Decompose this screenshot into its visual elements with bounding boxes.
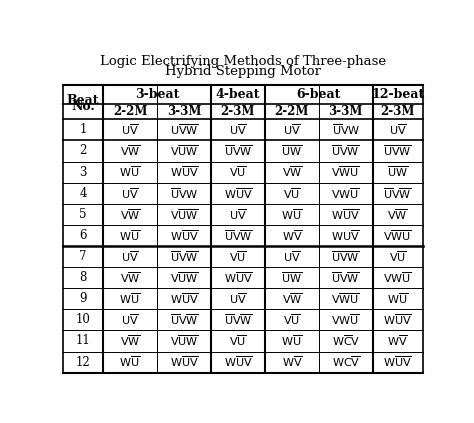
- Text: $\mathrm{U}\overline{\mathrm{V}}$: $\mathrm{U}\overline{\mathrm{V}}$: [229, 207, 247, 222]
- Text: $\mathrm{W}\overline{\mathrm{U}}$: $\mathrm{W}\overline{\mathrm{U}}$: [387, 291, 408, 306]
- Text: $\overline{\mathrm{U}}\mathrm{VW}$: $\overline{\mathrm{U}}\mathrm{VW}$: [170, 186, 198, 201]
- Text: Logic Electrifying Methods of Three-phase: Logic Electrifying Methods of Three-phas…: [100, 55, 386, 68]
- Text: 1: 1: [80, 124, 87, 136]
- Text: 3-beat: 3-beat: [135, 88, 179, 101]
- Text: $\mathrm{V}\overline{\mathrm{UW}}$: $\mathrm{V}\overline{\mathrm{UW}}$: [170, 143, 198, 158]
- Text: $\mathrm{V}\overline{\mathrm{W}}$: $\mathrm{V}\overline{\mathrm{W}}$: [282, 165, 302, 179]
- Text: 2: 2: [80, 145, 87, 157]
- Text: $\mathrm{W}\overline{\mathrm{UV}}$: $\mathrm{W}\overline{\mathrm{UV}}$: [170, 228, 198, 243]
- Text: $\mathrm{W}\overline{\mathrm{U}}$: $\mathrm{W}\overline{\mathrm{U}}$: [281, 334, 302, 348]
- Text: 3-3M: 3-3M: [328, 105, 363, 118]
- Text: $\mathrm{W}\overline{\mathrm{U}}$: $\mathrm{W}\overline{\mathrm{U}}$: [119, 291, 141, 306]
- Text: $\mathrm{U}\overline{\mathrm{V}}$: $\mathrm{U}\overline{\mathrm{V}}$: [229, 291, 247, 306]
- Text: 2-2M: 2-2M: [275, 105, 309, 118]
- Text: $\mathrm{W}\overline{\mathrm{U}}$: $\mathrm{W}\overline{\mathrm{U}}$: [119, 355, 141, 369]
- Text: $\mathrm{V}\overline{\mathrm{W}}$: $\mathrm{V}\overline{\mathrm{W}}$: [120, 207, 140, 222]
- Text: 11: 11: [76, 335, 91, 347]
- Text: $\mathrm{U}\overline{\mathrm{V}}$: $\mathrm{U}\overline{\mathrm{V}}$: [389, 123, 407, 137]
- Text: $\mathrm{V}\overline{\mathrm{W}}$: $\mathrm{V}\overline{\mathrm{W}}$: [282, 291, 302, 306]
- Text: $\mathrm{U}\overline{\mathrm{V}}$: $\mathrm{U}\overline{\mathrm{V}}$: [229, 123, 247, 137]
- Text: 12: 12: [76, 356, 91, 368]
- Text: 7: 7: [79, 250, 87, 263]
- Text: $\overline{\mathrm{U}}\overline{\mathrm{VW}}$: $\overline{\mathrm{U}}\overline{\mathrm{…: [383, 144, 412, 158]
- Text: $\overline{\mathrm{U}}\mathrm{V}\overline{\mathrm{W}}$: $\overline{\mathrm{U}}\mathrm{V}\overlin…: [331, 270, 360, 285]
- Text: $\overline{\mathrm{U}}\overline{\mathrm{VW}}$: $\overline{\mathrm{U}}\overline{\mathrm{…: [331, 249, 360, 264]
- Text: 2-2M: 2-2M: [113, 105, 147, 118]
- Text: $\mathrm{W}\overline{\mathrm{V}}$: $\mathrm{W}\overline{\mathrm{V}}$: [282, 355, 302, 369]
- Text: $\mathrm{WU}\overline{\mathrm{V}}$: $\mathrm{WU}\overline{\mathrm{V}}$: [331, 228, 360, 243]
- Bar: [63, 85, 423, 373]
- Text: $\mathrm{V}\overline{\mathrm{WU}}$: $\mathrm{V}\overline{\mathrm{WU}}$: [331, 291, 360, 306]
- Text: $\mathrm{W}\overline{\mathrm{U}}$: $\mathrm{W}\overline{\mathrm{U}}$: [281, 207, 302, 222]
- Text: $\overline{\mathrm{U}}\mathrm{V}\overline{\mathrm{W}}$: $\overline{\mathrm{U}}\mathrm{V}\overlin…: [224, 143, 252, 158]
- Text: $\mathrm{V}\overline{\mathrm{W}}$: $\mathrm{V}\overline{\mathrm{W}}$: [120, 334, 140, 348]
- Text: 2-3M: 2-3M: [381, 105, 415, 118]
- Text: $\overline{\mathrm{U}}\mathrm{V}\overline{\mathrm{W}}$: $\overline{\mathrm{U}}\mathrm{V}\overlin…: [170, 313, 198, 327]
- Text: $\mathrm{U}\overline{\mathrm{V}}$: $\mathrm{U}\overline{\mathrm{V}}$: [121, 123, 139, 137]
- Text: No.: No.: [71, 100, 95, 113]
- Text: $\mathrm{V}\overline{\mathrm{WU}}$: $\mathrm{V}\overline{\mathrm{WU}}$: [383, 228, 412, 243]
- Text: $\mathrm{V}\overline{\mathrm{U}}$: $\mathrm{V}\overline{\mathrm{U}}$: [229, 165, 247, 179]
- Text: $\mathrm{W}\overline{\mathrm{UV}}$: $\mathrm{W}\overline{\mathrm{UV}}$: [224, 270, 252, 285]
- Text: $\mathrm{U}\overline{\mathrm{VW}}$: $\mathrm{U}\overline{\mathrm{VW}}$: [170, 123, 198, 137]
- Text: $\mathrm{W}\overline{\mathrm{UV}}$: $\mathrm{W}\overline{\mathrm{UV}}$: [383, 313, 412, 327]
- Text: Beat: Beat: [67, 93, 100, 107]
- Text: $\mathrm{W}\overline{\mathrm{UV}}$: $\mathrm{W}\overline{\mathrm{UV}}$: [224, 186, 252, 201]
- Text: 4: 4: [79, 187, 87, 200]
- Text: $\mathrm{V}\overline{\mathrm{U}}$: $\mathrm{V}\overline{\mathrm{U}}$: [229, 249, 247, 264]
- Text: $\mathrm{U}\overline{\mathrm{V}}$: $\mathrm{U}\overline{\mathrm{V}}$: [121, 313, 139, 327]
- Text: $\mathrm{V}\overline{\mathrm{WU}}$: $\mathrm{V}\overline{\mathrm{WU}}$: [331, 165, 360, 179]
- Text: $\mathrm{W}\overline{\mathrm{C}}\mathrm{V}$: $\mathrm{W}\overline{\mathrm{C}}\mathrm{…: [332, 334, 360, 348]
- Text: $\overline{\mathrm{U}}\mathrm{VW}$: $\overline{\mathrm{U}}\mathrm{VW}$: [332, 123, 360, 137]
- Text: $\mathrm{W}\overline{\mathrm{UV}}$: $\mathrm{W}\overline{\mathrm{UV}}$: [170, 291, 198, 306]
- Text: 2-3M: 2-3M: [221, 105, 255, 118]
- Text: $\overline{\mathrm{U}}\overline{\mathrm{W}}$: $\overline{\mathrm{U}}\overline{\mathrm{…: [281, 144, 302, 158]
- Text: $\mathrm{V}\overline{\mathrm{W}}$: $\mathrm{V}\overline{\mathrm{W}}$: [387, 207, 408, 222]
- Text: $\mathrm{U}\overline{\mathrm{V}}$: $\mathrm{U}\overline{\mathrm{V}}$: [121, 249, 139, 264]
- Text: $\mathrm{V}\overline{\mathrm{UW}}$: $\mathrm{V}\overline{\mathrm{UW}}$: [170, 334, 198, 348]
- Text: $\overline{\mathrm{U}}\mathrm{V}\overline{\mathrm{W}}$: $\overline{\mathrm{U}}\mathrm{V}\overlin…: [383, 186, 412, 201]
- Text: $\mathrm{U}\overline{\mathrm{V}}$: $\mathrm{U}\overline{\mathrm{V}}$: [283, 123, 301, 137]
- Text: $\overline{\mathrm{U}}\mathrm{V}\overline{\mathrm{W}}$: $\overline{\mathrm{U}}\mathrm{V}\overlin…: [170, 249, 198, 264]
- Text: $\mathrm{V}\overline{\mathrm{U}}$: $\mathrm{V}\overline{\mathrm{U}}$: [389, 249, 407, 264]
- Text: 3: 3: [79, 165, 87, 179]
- Text: $\mathrm{W}\overline{\mathrm{UV}}$: $\mathrm{W}\overline{\mathrm{UV}}$: [331, 207, 360, 222]
- Text: $\mathrm{V}\overline{\mathrm{UW}}$: $\mathrm{V}\overline{\mathrm{UW}}$: [170, 207, 198, 222]
- Text: $\mathrm{VW}\overline{\mathrm{U}}$: $\mathrm{VW}\overline{\mathrm{U}}$: [331, 186, 360, 201]
- Text: $\mathrm{U}\overline{\mathrm{V}}$: $\mathrm{U}\overline{\mathrm{V}}$: [121, 186, 139, 201]
- Text: $\overline{\mathrm{U}}\overline{\mathrm{W}}$: $\overline{\mathrm{U}}\overline{\mathrm{…: [281, 270, 302, 285]
- Text: $\overline{\mathrm{U}}\mathrm{V}\overline{\mathrm{W}}$: $\overline{\mathrm{U}}\mathrm{V}\overlin…: [224, 313, 252, 327]
- Text: 8: 8: [80, 271, 87, 284]
- Text: 6-beat: 6-beat: [297, 88, 341, 101]
- Text: $\mathrm{W}\overline{\mathrm{UV}}$: $\mathrm{W}\overline{\mathrm{UV}}$: [224, 355, 252, 369]
- Text: $\mathrm{W}\overline{\mathrm{UV}}$: $\mathrm{W}\overline{\mathrm{UV}}$: [383, 355, 412, 369]
- Text: $\mathrm{W}\overline{\mathrm{V}}$: $\mathrm{W}\overline{\mathrm{V}}$: [387, 334, 408, 348]
- Text: $\mathrm{W}\overline{\mathrm{U}}$: $\mathrm{W}\overline{\mathrm{U}}$: [119, 165, 141, 179]
- Text: $\mathrm{V}\overline{\mathrm{U}}$: $\mathrm{V}\overline{\mathrm{U}}$: [229, 334, 247, 348]
- Text: $\mathrm{VW}\overline{\mathrm{U}}$: $\mathrm{VW}\overline{\mathrm{U}}$: [331, 313, 360, 327]
- Text: $\mathrm{V}\overline{\mathrm{U}}$: $\mathrm{V}\overline{\mathrm{U}}$: [283, 313, 301, 327]
- Text: $\overline{\mathrm{U}}\mathrm{V}\overline{\mathrm{W}}$: $\overline{\mathrm{U}}\mathrm{V}\overlin…: [224, 228, 252, 243]
- Text: $\mathrm{W}\overline{\mathrm{U}}$: $\mathrm{W}\overline{\mathrm{U}}$: [119, 228, 141, 243]
- Text: $\mathrm{W}\overline{\mathrm{V}}$: $\mathrm{W}\overline{\mathrm{V}}$: [282, 228, 302, 243]
- Text: Hybrid Stepping Motor: Hybrid Stepping Motor: [165, 66, 321, 78]
- Text: $\mathrm{V}\overline{\mathrm{W}}$: $\mathrm{V}\overline{\mathrm{W}}$: [120, 270, 140, 285]
- Text: $\mathrm{WC}\overline{\mathrm{V}}$: $\mathrm{WC}\overline{\mathrm{V}}$: [332, 355, 360, 369]
- Text: 6: 6: [79, 229, 87, 242]
- Text: 9: 9: [79, 292, 87, 305]
- Text: $\mathrm{U}\overline{\mathrm{V}}$: $\mathrm{U}\overline{\mathrm{V}}$: [283, 249, 301, 264]
- Text: $\overline{\mathrm{U}}\mathrm{V}\overline{\mathrm{W}}$: $\overline{\mathrm{U}}\mathrm{V}\overlin…: [331, 143, 360, 158]
- Text: $\mathrm{V}\overline{\mathrm{U}}$: $\mathrm{V}\overline{\mathrm{U}}$: [283, 186, 301, 201]
- Text: 4-beat: 4-beat: [216, 88, 260, 101]
- Text: $\mathrm{VW}\overline{\mathrm{U}}$: $\mathrm{VW}\overline{\mathrm{U}}$: [383, 270, 412, 285]
- Text: 10: 10: [76, 313, 91, 326]
- Text: 12-beat: 12-beat: [371, 88, 424, 101]
- Text: $\overline{\mathrm{U}}\overline{\mathrm{W}}$: $\overline{\mathrm{U}}\overline{\mathrm{…: [387, 165, 408, 179]
- Text: $\mathrm{W}\overline{\mathrm{UV}}$: $\mathrm{W}\overline{\mathrm{UV}}$: [170, 355, 198, 369]
- Text: 5: 5: [79, 208, 87, 221]
- Text: $\mathrm{V}\overline{\mathrm{W}}$: $\mathrm{V}\overline{\mathrm{W}}$: [120, 143, 140, 158]
- Text: $\mathrm{W}\overline{\mathrm{U}}\overline{\mathrm{V}}$: $\mathrm{W}\overline{\mathrm{U}}\overlin…: [170, 165, 198, 179]
- Text: $\mathrm{V}\overline{\mathrm{UW}}$: $\mathrm{V}\overline{\mathrm{UW}}$: [170, 270, 198, 285]
- Text: 3-3M: 3-3M: [167, 105, 201, 118]
